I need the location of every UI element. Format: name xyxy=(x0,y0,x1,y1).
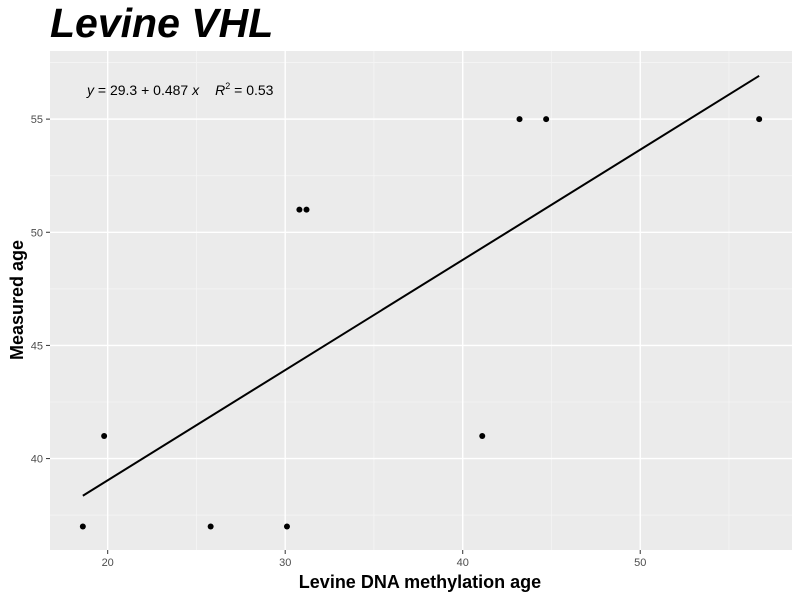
equation-r-exponent: 2 xyxy=(225,81,230,91)
data-point xyxy=(207,523,214,530)
equation-coefficients: = 29.3 + 0.487 xyxy=(94,82,192,98)
x-tick-label: 40 xyxy=(457,557,469,569)
data-point xyxy=(479,432,486,439)
plot-panel xyxy=(50,51,792,550)
data-point xyxy=(543,116,550,123)
data-point xyxy=(283,523,290,530)
equation-r-var: R xyxy=(215,82,225,98)
data-point xyxy=(756,116,763,123)
equation-y-var: y xyxy=(86,82,95,98)
data-point xyxy=(516,116,523,123)
equation-x-var: x xyxy=(191,82,200,98)
y-tick-label: 45 xyxy=(31,340,43,352)
y-axis-title: Measured age xyxy=(7,240,27,360)
major-gridlines xyxy=(50,51,792,550)
data-point xyxy=(79,523,86,530)
y-tick-label: 55 xyxy=(31,114,43,126)
y-tick-label: 40 xyxy=(31,454,43,466)
data-point xyxy=(296,206,303,213)
axis-ticks: 20 30 40 50 40 45 50 55 xyxy=(31,114,647,569)
x-tick-label: 50 xyxy=(634,557,646,569)
regression-equation: y = 29.3 + 0.487 x R2 = 0.53 xyxy=(86,81,274,98)
data-points xyxy=(79,116,763,530)
chart-title: Levine VHL xyxy=(50,0,273,46)
x-tick-label: 20 xyxy=(102,557,114,569)
minor-gridlines xyxy=(50,51,792,550)
data-point xyxy=(101,432,108,439)
equation-r2-value: = 0.53 xyxy=(230,82,273,98)
y-tick-label: 50 xyxy=(31,227,43,239)
regression-line xyxy=(82,74,760,497)
x-tick-label: 30 xyxy=(279,557,291,569)
data-point xyxy=(303,206,310,213)
x-axis-title: Levine DNA methylation age xyxy=(299,572,541,592)
